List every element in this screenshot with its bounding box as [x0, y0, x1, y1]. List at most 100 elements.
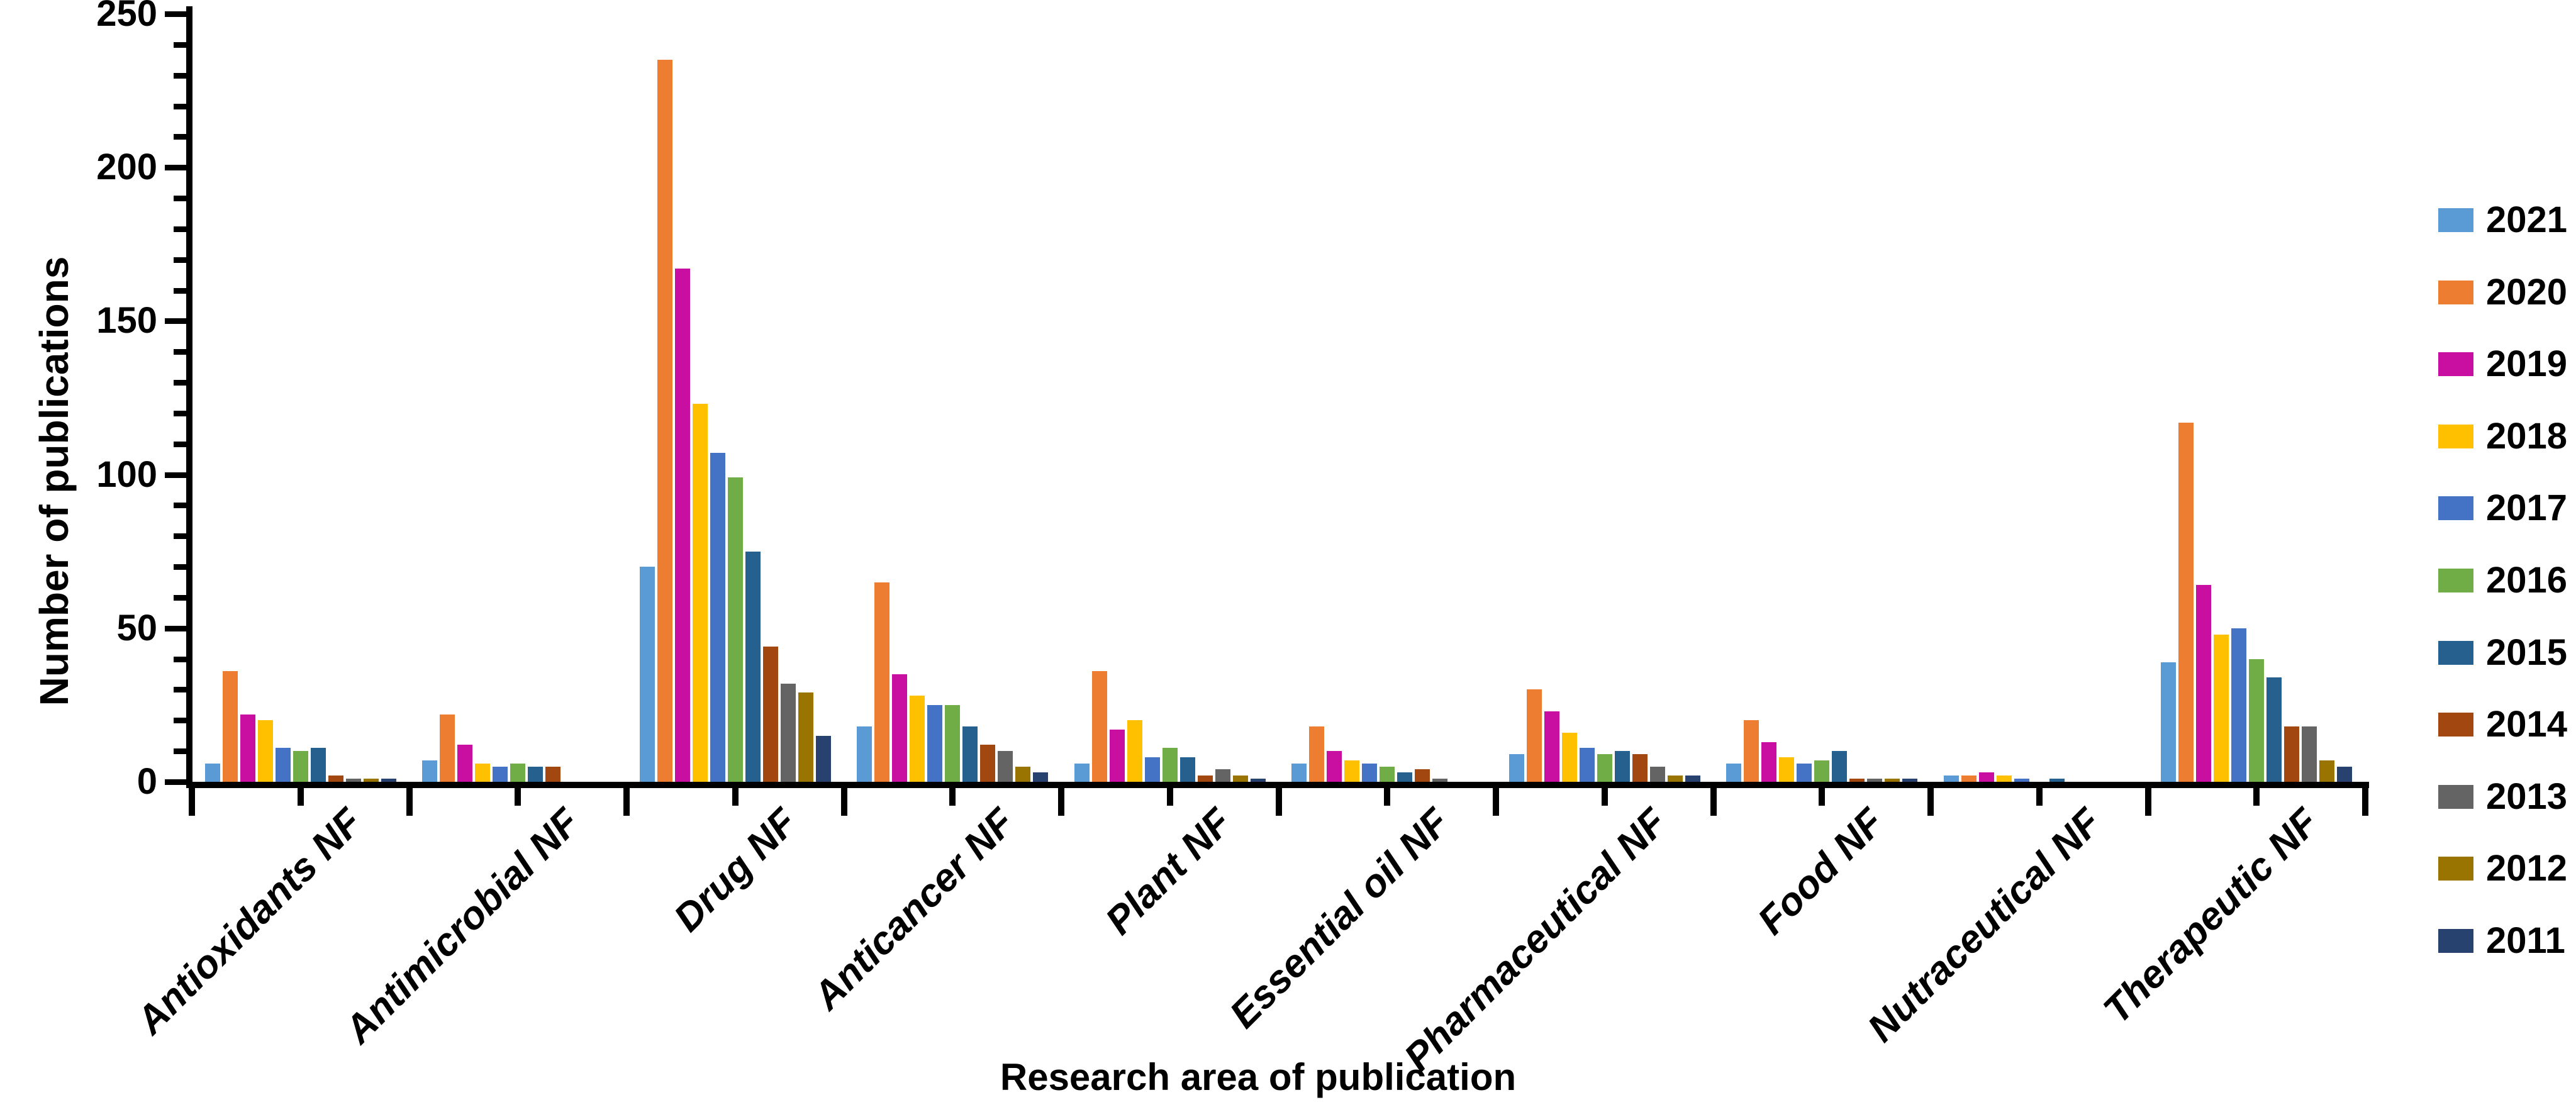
y-tick [174, 103, 186, 109]
bar-group [627, 14, 844, 782]
bar-group [844, 14, 1062, 782]
bar [639, 567, 655, 782]
x-tick [1058, 788, 1064, 816]
legend-label: 2015 [2486, 631, 2568, 673]
y-tick [165, 472, 186, 478]
bar [1978, 772, 1994, 782]
y-tick [174, 594, 186, 601]
y-tick [174, 226, 186, 232]
bar [874, 582, 890, 782]
y-tick [174, 410, 186, 416]
bar [1526, 689, 1542, 782]
y-tick [174, 349, 186, 355]
legend-swatch [2438, 569, 2473, 592]
bar [363, 779, 379, 782]
legend-swatch [2438, 640, 2473, 665]
bar [857, 726, 873, 782]
y-tick [165, 318, 186, 325]
x-axis-line [186, 782, 2369, 788]
bar [2161, 662, 2177, 782]
bar [2214, 634, 2229, 782]
bar [457, 745, 473, 782]
x-tick [623, 788, 630, 816]
bar-group [1714, 14, 1931, 782]
y-tick [174, 656, 186, 662]
bar [1074, 763, 1090, 782]
legend-swatch [2438, 857, 2473, 881]
bar [2231, 628, 2247, 782]
y-tick [174, 564, 186, 570]
bar-group [192, 14, 410, 782]
bar [475, 763, 491, 782]
legend-item: 2014 [2438, 706, 2567, 743]
bar [1649, 766, 1665, 782]
bar [1667, 776, 1683, 782]
x-tick [2144, 788, 2151, 816]
bar [1996, 776, 2012, 782]
x-minor-tick [515, 788, 521, 806]
bar [1344, 760, 1360, 782]
bar [1015, 766, 1031, 782]
bar [1744, 720, 1759, 782]
bar [1415, 769, 1430, 782]
bar [1814, 760, 1830, 782]
bar [1943, 776, 1959, 782]
bar [493, 766, 508, 782]
legend-item: 2016 [2438, 562, 2567, 599]
bar [2014, 779, 2029, 782]
legend-label: 2017 [2486, 487, 2568, 529]
bar-group [410, 14, 627, 782]
x-tick [1493, 788, 1499, 816]
x-minor-tick [2253, 788, 2260, 806]
bar [381, 779, 396, 782]
bar [1885, 779, 1900, 782]
bar [745, 551, 761, 782]
bar [1579, 748, 1595, 782]
x-minor-tick [1601, 788, 1608, 806]
bar [815, 735, 831, 782]
y-tick [174, 196, 186, 202]
legend-label: 2012 [2486, 848, 2568, 889]
bar [1761, 742, 1777, 782]
legend-swatch [2438, 208, 2473, 232]
y-tick [174, 287, 186, 294]
legend-label: 2021 [2486, 199, 2568, 240]
legend-label: 2013 [2486, 776, 2568, 817]
x-minor-tick [2036, 788, 2043, 806]
bar [204, 763, 220, 782]
bar [1179, 757, 1195, 782]
bar [1561, 732, 1577, 782]
category-label: Essential oil NF [1221, 800, 1458, 1037]
bar [293, 751, 308, 782]
bar [2178, 422, 2194, 782]
x-minor-tick [297, 788, 304, 806]
legend-swatch [2438, 424, 2473, 448]
bar [980, 745, 996, 782]
bar [1091, 671, 1107, 782]
x-tick [1927, 788, 1934, 816]
bar [422, 760, 438, 782]
legend-item: 2018 [2438, 418, 2567, 454]
bar [1597, 754, 1612, 782]
legend-swatch [2438, 784, 2473, 809]
bar [1961, 776, 1977, 782]
bar [892, 674, 908, 782]
bar [1144, 757, 1160, 782]
category-label: Antioxidants NF [128, 800, 371, 1043]
x-tick [1275, 788, 1282, 816]
bar [1162, 748, 1178, 782]
y-tick [174, 687, 186, 693]
bar [257, 720, 273, 782]
legend-item: 2015 [2438, 631, 2568, 673]
x-tick [189, 788, 195, 816]
x-tick [1710, 788, 1717, 816]
bar [240, 714, 255, 782]
legend-item: 2013 [2438, 776, 2568, 817]
x-minor-tick [732, 788, 739, 806]
category-label: Plant NF [1097, 800, 1241, 943]
y-tick-label: 100 [96, 453, 157, 495]
x-tick [406, 788, 413, 816]
legend-item: 2019 [2438, 346, 2567, 382]
bar [927, 704, 943, 782]
